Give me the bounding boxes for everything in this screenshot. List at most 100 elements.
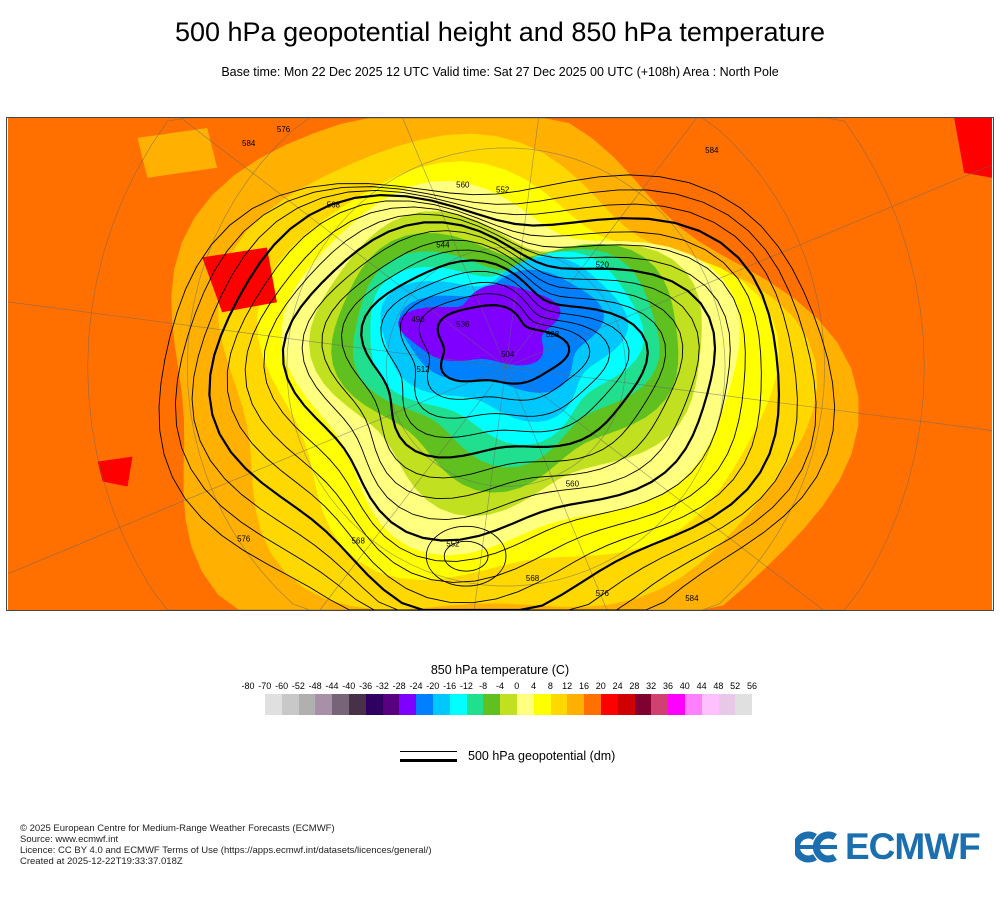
- colorbar-tick-label: -28: [392, 681, 406, 691]
- colorbar-swatch: [735, 694, 753, 715]
- longitude-line: [505, 164, 993, 368]
- geopotential-contour: [399, 281, 611, 419]
- colorbar-tick-label: 48: [713, 681, 724, 691]
- colorbar-tick-label: -40: [342, 681, 356, 691]
- colorbar-tick-label: 36: [662, 681, 674, 691]
- contour-label: 560: [566, 480, 580, 489]
- colorbar-tick-label: -70: [258, 681, 272, 691]
- latitude-circle: [186, 118, 826, 610]
- colorbar-tick-label: 4: [531, 681, 537, 691]
- longitude-line: [7, 366, 507, 575]
- warm-patch: [97, 456, 133, 487]
- colorbar-swatch: [281, 694, 299, 715]
- contour-label: 584: [242, 139, 256, 148]
- colorbar-tick-label: -24: [409, 681, 423, 691]
- contour-label: 512: [416, 365, 430, 374]
- colorbar-tick-label: 0: [514, 681, 520, 691]
- colorbar-swatch: [332, 694, 349, 715]
- chart-subtitle: Base time: Mon 22 Dec 2025 12 UTC Valid …: [221, 65, 779, 79]
- colorbar-tick-label: 52: [730, 681, 741, 691]
- colorbar-swatch: [701, 694, 719, 715]
- colorbar-tick-label: 44: [696, 681, 707, 691]
- contour-label: 536: [456, 320, 470, 329]
- colorbar-tick-label: -36: [359, 681, 373, 691]
- longitude-line: [402, 118, 507, 368]
- ecmwf-logo-text: ECMWF: [845, 826, 981, 867]
- geopotential-contour: [301, 230, 700, 521]
- longitude-line: [505, 366, 608, 610]
- contour-label: 560: [456, 181, 470, 190]
- geopotential-contour: [158, 174, 836, 610]
- geopotential-contour: [321, 239, 684, 500]
- colorbar-tick-label: -20: [426, 681, 440, 691]
- colorbar-swatch: [382, 694, 400, 715]
- colorbar-swatch: [500, 694, 517, 715]
- geopotential-contour: [418, 293, 591, 401]
- longitude-line: [505, 366, 824, 610]
- contour-label: 576: [596, 589, 610, 598]
- longitude-line: [505, 118, 697, 368]
- colorbar-tick-label: 56: [746, 681, 758, 691]
- geopotential-contour: [244, 206, 746, 583]
- contour-label: 576: [237, 534, 251, 543]
- temperature-band: [398, 284, 561, 366]
- colorbar-swatch: [365, 694, 383, 715]
- footer-created: Created at 2025-12-22T19:33:37.018Z: [20, 856, 183, 867]
- geopotential-contour: [443, 540, 489, 572]
- colorbar-swatch: [449, 694, 467, 715]
- footer-source: Source: www.ecmwf.int: [20, 834, 119, 845]
- ecmwf-logo: ECMWF: [795, 826, 981, 868]
- warm-patch: [954, 118, 992, 178]
- colorbar-swatch: [416, 694, 433, 715]
- contour-legend-label: 500 hPa geopotential (dm): [468, 749, 616, 763]
- colorbar-tick-label: -32: [375, 681, 389, 691]
- longitude-line: [7, 301, 507, 368]
- contour-label: 528: [546, 330, 560, 339]
- colorbar-swatch: [483, 694, 501, 715]
- colorbar-swatch: [516, 694, 534, 715]
- geopotential-contour: [380, 270, 630, 439]
- map-canvas: 584 576 568 560 552 544 536 528 520 512 504 496 568 5…: [7, 118, 993, 610]
- north-pole-map: 584 576 568 560 552 544 536 528 520 512 504 496 568 5…: [6, 117, 994, 611]
- contour-labels: 584 576 568 560 552 544 536 528 520 512 504 496 568 5…: [237, 125, 719, 603]
- contour-label: 520: [596, 260, 610, 269]
- contour-label: 584: [705, 146, 719, 155]
- colorbar-swatch: [466, 694, 484, 715]
- contour-label: 568: [352, 536, 366, 545]
- contour-label: 584: [685, 594, 699, 603]
- colorbar-tick-label: -52: [291, 681, 305, 691]
- latitude-circle: [286, 147, 726, 587]
- cool-patch: [137, 127, 218, 178]
- geopotential-contour: [174, 186, 817, 610]
- geopotential-contour: [263, 213, 731, 562]
- colorbar-tick-label: -16: [443, 681, 457, 691]
- contour-label: 504: [501, 350, 515, 359]
- colorbar-swatch: [533, 694, 551, 715]
- colorbar-tick-label: -80: [241, 681, 255, 691]
- colorbar-tick-label: -8: [479, 681, 488, 691]
- footer-credits: © 2025 European Centre for Medium-Range …: [20, 823, 432, 867]
- geopotential-contour: [425, 525, 507, 587]
- colorbar-swatch: [567, 694, 585, 715]
- colorbar-tick-label: 16: [578, 681, 590, 691]
- colorbar-swatch: [651, 694, 669, 715]
- contour-label: 552: [446, 539, 460, 548]
- colorbar-swatch: [584, 694, 601, 715]
- geopotential-contour: [191, 189, 798, 610]
- colorbar-swatch: [668, 694, 685, 715]
- colorbar-tick-label: -4: [495, 681, 505, 691]
- colorbar-tick-label: -60: [275, 681, 289, 691]
- colorbar-swatch: [348, 694, 366, 715]
- colorbar-tick-label: 40: [679, 681, 690, 691]
- ecmwf-logo-icon: [795, 831, 837, 863]
- colorbar-labels: -80 -70 -60 -52 -48 -44 -40 -36 -32 -28 -24 -20 -16-…: [240, 681, 760, 695]
- colorbar-tick-label: 28: [629, 681, 640, 691]
- colorbar-tick-label: -44: [325, 681, 339, 691]
- colorbar-swatch: [600, 694, 618, 715]
- longitude-line: [473, 366, 507, 610]
- colorbar-tick-label: 24: [612, 681, 623, 691]
- latitude-circle: [386, 247, 626, 487]
- contour-label: 568: [327, 201, 341, 210]
- colorbar-tick-label: 8: [547, 681, 553, 691]
- geopotential-contour: [208, 193, 781, 610]
